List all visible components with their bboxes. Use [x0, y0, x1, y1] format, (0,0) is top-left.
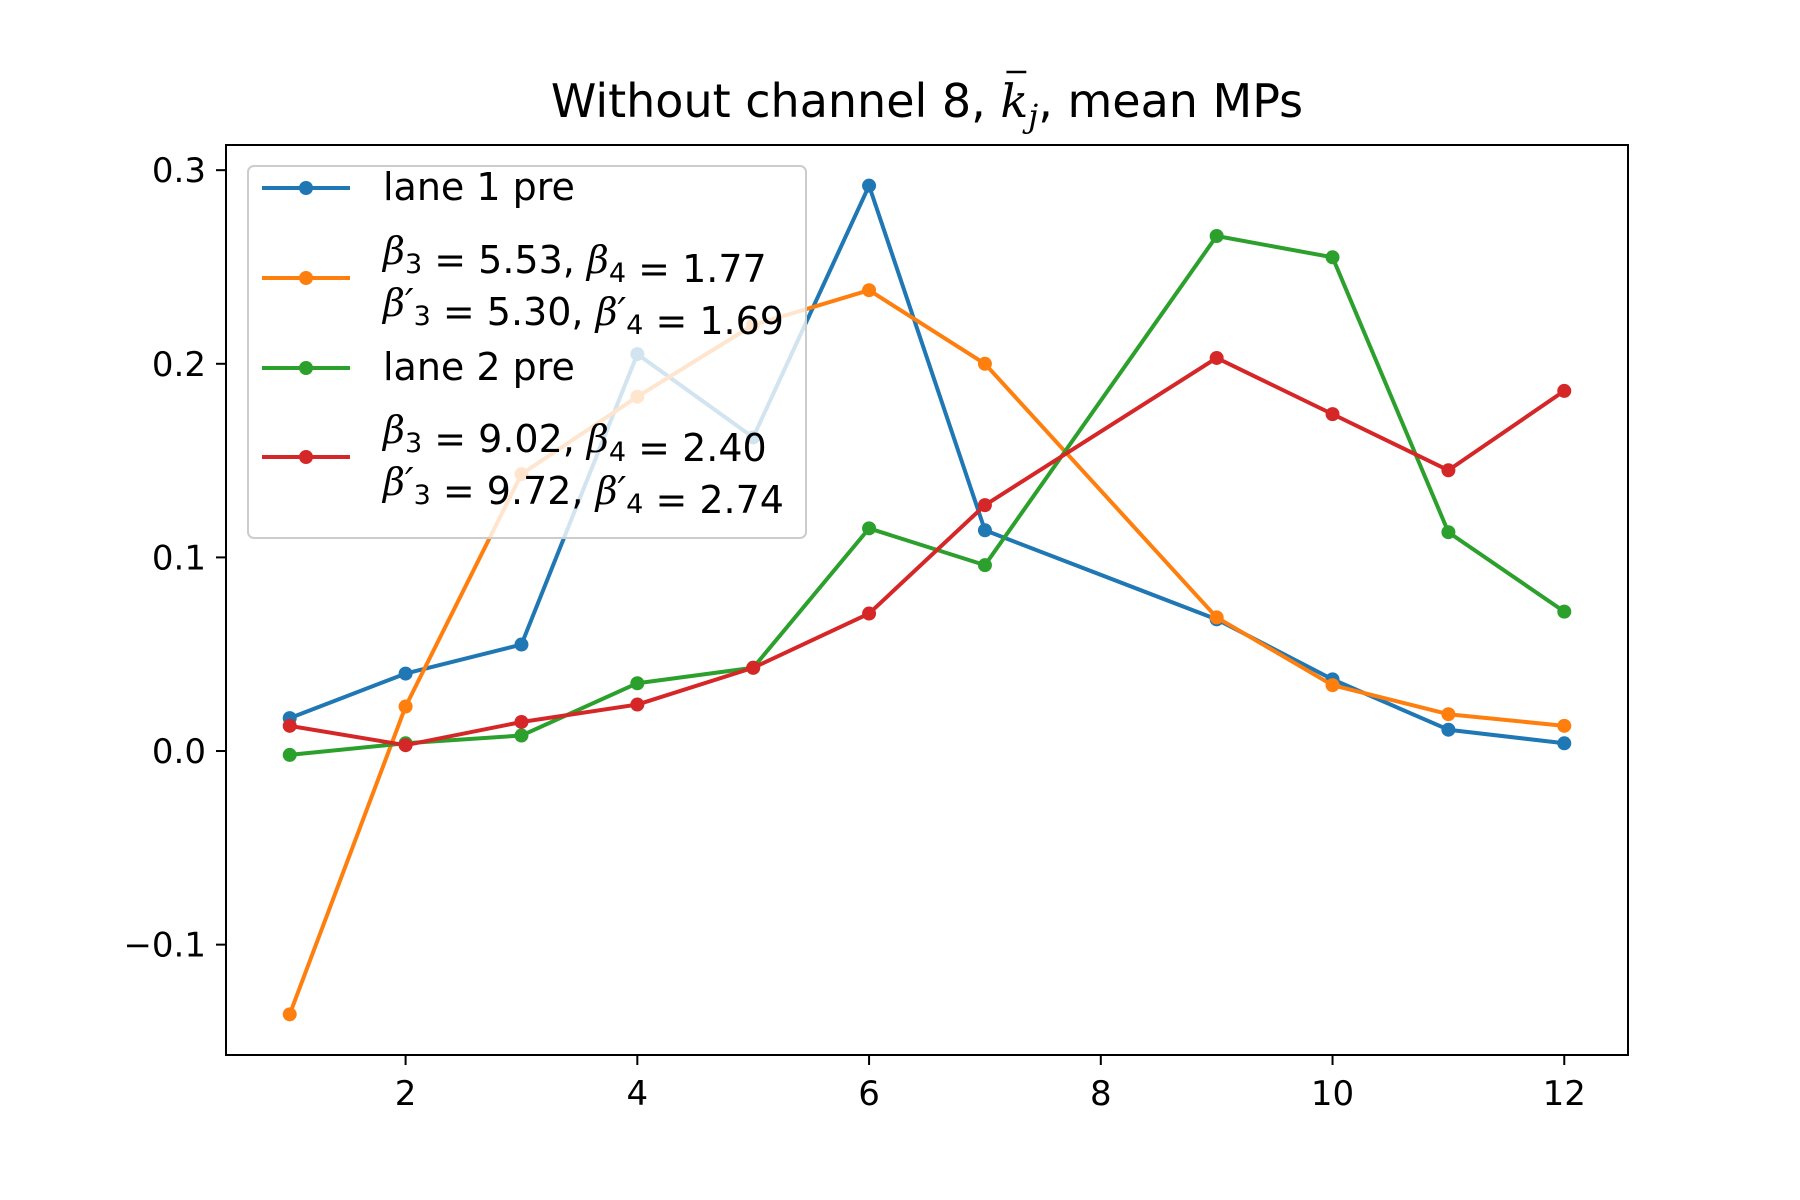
- series-1-point-7: [977, 523, 992, 538]
- legend-beta: β′: [381, 460, 414, 504]
- legend-beta: β: [585, 238, 609, 282]
- series-3-point-9: [1209, 229, 1224, 243]
- series-3-point-7: [977, 558, 992, 573]
- series-4-point-3: [514, 714, 529, 729]
- legend-entry-3: lane 2 pre: [262, 345, 575, 389]
- series-1-point-11: [1441, 722, 1456, 737]
- series-3-point-4: [630, 676, 645, 691]
- legend-text-part: = 9.72,: [431, 469, 596, 513]
- series-1-point-6: [862, 178, 877, 193]
- title-text: Without channel 8,: [551, 74, 1001, 128]
- series-3-point-3: [514, 728, 529, 743]
- series-1-point-3: [514, 637, 529, 652]
- legend-swatch-marker-1: [299, 181, 313, 195]
- legend-text-part: = 9.02,: [422, 417, 587, 461]
- x-tick-label-2: 2: [395, 1074, 417, 1114]
- series-3-point-12: [1557, 604, 1572, 619]
- legend-subscript: 4: [609, 437, 626, 468]
- series-3-point-1: [282, 747, 297, 762]
- series-4-point-2: [398, 738, 413, 753]
- legend-label-1-line-1: lane 1 pre: [383, 165, 575, 209]
- y-tick-label-0.0: 0.0: [152, 732, 206, 772]
- y-tick-label-−0.1: −0.1: [123, 926, 206, 966]
- legend-subscript: 4: [626, 310, 643, 341]
- series-2-point-6: [862, 283, 877, 298]
- series-3-point-10: [1325, 250, 1340, 265]
- y-axis: −0.1 0.0 0.1 0.2 0.3: [123, 151, 226, 966]
- series-4-point-6: [862, 606, 877, 621]
- x-tick-label-6: 6: [858, 1074, 880, 1114]
- legend-label-2-line-1: β3 = 5.53, β4 = 1.77: [381, 229, 767, 291]
- legend-box: [247, 165, 807, 539]
- legend-label-2-line-2: β′3 = 5.30, β′4 = 1.69: [381, 281, 784, 343]
- legend-text-part: = 5.53,: [422, 238, 587, 282]
- legend-text-part: = 2.74: [643, 478, 784, 522]
- x-tick-label-8: 8: [1090, 1074, 1112, 1114]
- x-tick-label-12: 12: [1543, 1074, 1586, 1114]
- legend-subscript: 3: [405, 249, 422, 280]
- series-4-point-10: [1325, 407, 1340, 422]
- series-4-point-12: [1557, 383, 1572, 398]
- title-math: k: [1000, 74, 1028, 128]
- y-tick-label-0.3: 0.3: [152, 151, 206, 191]
- legend-beta: β: [381, 408, 405, 452]
- legend-label-4-line-2: β′3 = 9.72, β′4 = 2.74: [381, 460, 784, 522]
- legend-label-4-line-1: β3 = 9.02, β4 = 2.40: [381, 408, 767, 470]
- legend-entry-2: β3 = 5.53, β4 = 1.77β′3 = 5.30, β′4 = 1.…: [262, 229, 784, 343]
- series-2-point-11: [1441, 707, 1456, 722]
- series-4: [282, 350, 1572, 753]
- series-4-point-5: [746, 660, 761, 675]
- series-4-point-7: [977, 498, 992, 513]
- series-3-point-11: [1441, 525, 1456, 540]
- legend-beta: β′: [381, 281, 414, 325]
- x-tick-label-4: 4: [627, 1074, 649, 1114]
- x-axis: 2 4 6 8 10 12: [395, 1055, 1586, 1114]
- legend-text-part: = 2.40: [626, 426, 767, 470]
- legend-text-part: = 1.69: [643, 299, 784, 343]
- legend-entry-1: lane 1 pre: [262, 165, 575, 209]
- y-tick-label-0.1: 0.1: [152, 538, 206, 578]
- legend-beta: β′: [594, 290, 627, 334]
- legend-swatch-marker-2: [299, 271, 313, 285]
- x-tick-label-10: 10: [1311, 1074, 1354, 1114]
- legend-subscript: 3: [414, 480, 431, 511]
- series-1-point-2: [398, 666, 413, 681]
- title-suffix: , mean MPs: [1038, 74, 1303, 128]
- legend-text-part: = 5.30,: [431, 290, 596, 334]
- legend-swatch-marker-3: [299, 361, 313, 375]
- series-4-point-4: [630, 697, 645, 712]
- series-1-point-12: [1557, 736, 1572, 751]
- chart-title: Without channel 8, kj, mean MPs: [551, 74, 1303, 135]
- series-2-point-12: [1557, 718, 1572, 733]
- legend-subscript: 4: [626, 489, 643, 520]
- series-2-point-10: [1325, 678, 1340, 693]
- series-4-point-1: [282, 718, 297, 733]
- legend-subscript: 4: [609, 258, 626, 289]
- legend-label-3-line-1: lane 2 pre: [383, 345, 575, 389]
- series-2-point-2: [398, 699, 413, 714]
- legend-swatch-marker-4: [299, 450, 313, 464]
- legend-subscript: 3: [414, 301, 431, 332]
- legend-beta: β: [381, 229, 405, 273]
- legend-entry-4: β3 = 9.02, β4 = 2.40β′3 = 9.72, β′4 = 2.…: [262, 408, 784, 522]
- y-tick-label-0.2: 0.2: [152, 345, 206, 385]
- series-3-point-6: [862, 521, 877, 536]
- series-2-point-9: [1209, 610, 1224, 625]
- legend-beta: β′: [594, 469, 627, 513]
- series-4-point-11: [1441, 463, 1456, 478]
- series-2-point-1: [282, 1007, 297, 1022]
- series-2-point-7: [977, 356, 992, 371]
- legend-beta: β: [585, 417, 609, 461]
- series-4-point-9: [1209, 350, 1224, 365]
- axes-frame: [225, 144, 1629, 1056]
- legend-subscript: 3: [405, 428, 422, 459]
- legend-text-part: = 1.77: [626, 247, 767, 291]
